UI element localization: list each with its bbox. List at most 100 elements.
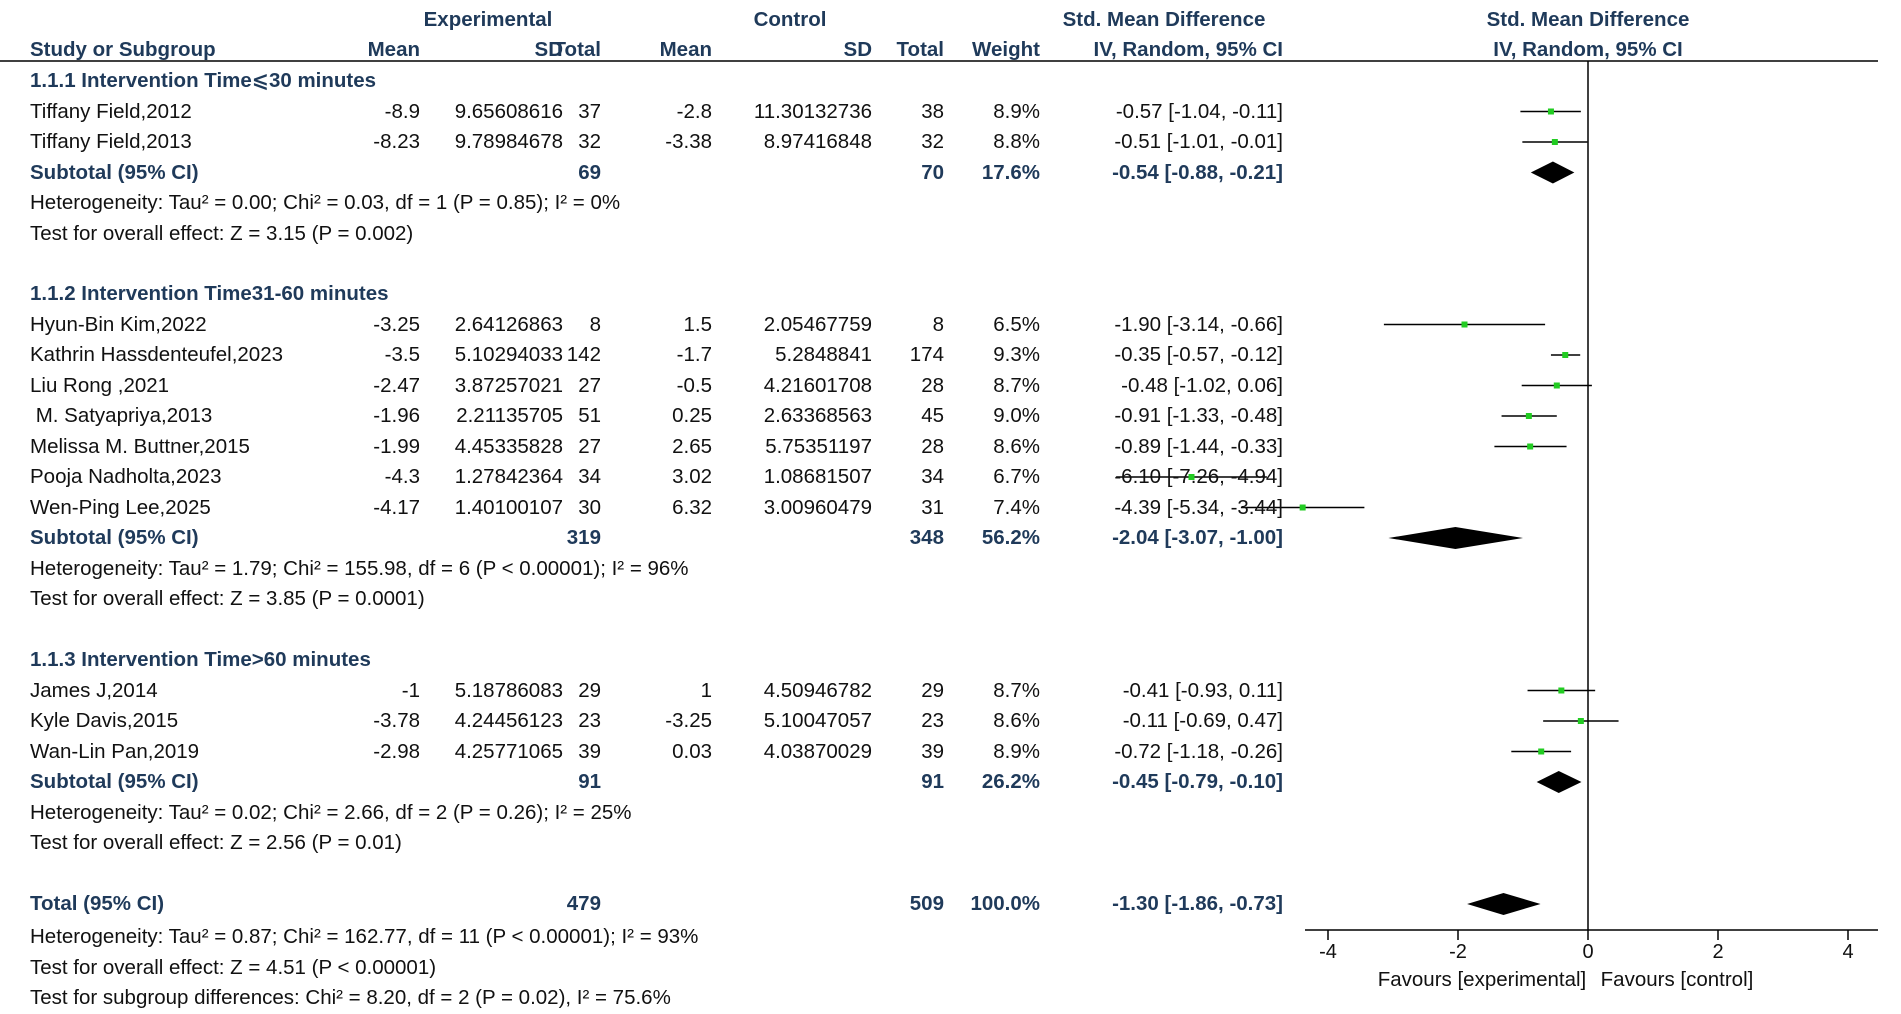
study-sd-e: 2.64126863 [454, 312, 563, 336]
subtotal-label: Subtotal (95% CI) [30, 526, 199, 549]
summary-diamond [1530, 161, 1575, 184]
header-sd-e: SD [534, 38, 563, 61]
study-name: Liu Rong ,2021 [30, 373, 170, 397]
overall-effect-text: Test for overall effect: Z = 2.56 (P = 0… [30, 831, 402, 854]
study-sd-c: 2.05467759 [763, 312, 872, 336]
x-tick-label: -4 [1319, 941, 1337, 963]
subgroup-title: 1.1.1 Intervention Time⩽30 minutes [30, 69, 377, 92]
total-label: Total (95% CI) [30, 892, 165, 915]
study-sd-e: 5.10294033 [454, 343, 563, 366]
subtotal-ci: -2.04 [-3.07, -1.00] [1112, 526, 1283, 549]
study-name: Kyle Davis,2015 [30, 709, 179, 732]
header-mean-c: Mean [659, 38, 712, 61]
study-n-c: 8 [932, 312, 944, 336]
study-n-e: 30 [578, 495, 601, 519]
subtotal-n-c: 91 [921, 770, 944, 793]
study-mean-e: -3.78 [373, 709, 420, 732]
x-tick-label: 0 [1582, 941, 1593, 963]
summary-diamond [1467, 893, 1541, 915]
subgroup-title: 1.1.2 Intervention Time31-60 minutes [30, 282, 389, 305]
study-n-e: 51 [578, 404, 601, 427]
study-sd-e: 4.25771065 [454, 739, 563, 763]
study-sd-c: 5.10047057 [763, 709, 872, 732]
subtotal-weight: 26.2% [981, 770, 1040, 793]
study-mean-c: 6.32 [672, 495, 712, 519]
study-mean-e: -1.99 [373, 434, 420, 458]
study-mean-e: -2.47 [373, 373, 420, 397]
study-ci: -1.90 [-3.14, -0.66] [1114, 312, 1283, 336]
study-mean-e: -1.96 [373, 404, 420, 427]
study-sd-e: 3.87257021 [454, 373, 563, 397]
study-sd-c: 1.08681507 [763, 465, 872, 488]
study-n-c: 34 [921, 465, 944, 488]
total-weight: 100.0% [970, 892, 1040, 915]
study-point [1562, 352, 1569, 358]
study-point [1558, 687, 1565, 694]
study-mean-e: -8.9 [384, 99, 420, 123]
heterogeneity-text: Heterogeneity: Tau² = 0.00; Chi² = 0.03,… [30, 191, 621, 214]
overall-effect-text: Test for overall effect: Z = 3.85 (P = 0… [30, 587, 425, 610]
subtotal-label: Subtotal (95% CI) [30, 770, 199, 793]
study-n-e: 27 [578, 373, 601, 397]
study-ci: -0.11 [-0.69, 0.47] [1122, 709, 1283, 732]
subtotal-weight: 17.6% [981, 160, 1040, 184]
study-name: M. Satyapriya,2013 [30, 404, 213, 427]
study-mean-c: 0.03 [672, 739, 712, 763]
study-name: Tiffany Field,2012 [30, 99, 192, 123]
study-ci: -0.72 [-1.18, -0.26] [1114, 739, 1283, 763]
study-point [1188, 474, 1195, 480]
summary-diamond [1536, 771, 1582, 793]
study-ci: -0.48 [-1.02, 0.06] [1121, 373, 1283, 397]
subtotal-n-c: 70 [921, 160, 944, 184]
study-n-c: 28 [921, 434, 944, 458]
header-plot-smd: Std. Mean Difference [1486, 8, 1690, 31]
study-mean-c: -1.7 [676, 343, 712, 366]
study-name: Melissa M. Buttner,2015 [30, 434, 250, 458]
subtotal-n-c: 348 [909, 526, 944, 549]
study-sd-c: 2.63368563 [763, 404, 872, 427]
study-weight: 9.3% [993, 343, 1040, 366]
study-n-c: 38 [921, 99, 944, 123]
study-n-c: 45 [921, 404, 944, 427]
study-point [1525, 413, 1532, 419]
study-mean-c: 1.5 [683, 312, 713, 336]
study-weight: 7.4% [993, 495, 1040, 519]
study-n-c: 28 [921, 373, 944, 397]
header-sd-c: SD [843, 38, 872, 61]
study-weight: 9.0% [993, 404, 1040, 427]
study-ci: -0.51 [-1.01, -0.01] [1114, 130, 1283, 153]
header-study: Study or Subgroup [30, 38, 216, 61]
study-n-c: 174 [909, 343, 944, 366]
study-mean-c: -2.8 [676, 99, 712, 123]
heterogeneity-text: Heterogeneity: Tau² = 1.79; Chi² = 155.9… [30, 556, 689, 580]
header-weight: Weight [972, 38, 1040, 61]
favours-experimental-label: Favours [experimental] [1377, 968, 1587, 991]
study-name: James J,2014 [30, 678, 158, 702]
subtotal-label: Subtotal (95% CI) [30, 160, 199, 184]
study-name: Wen-Ping Lee,2025 [30, 495, 211, 519]
subtotal-ci: -0.45 [-0.79, -0.10] [1112, 770, 1283, 793]
study-sd-e: 1.40100107 [454, 495, 563, 519]
subtotal-n-e: 69 [578, 160, 601, 184]
study-weight: 6.5% [993, 312, 1040, 336]
study-n-c: 23 [921, 709, 944, 732]
study-sd-c: 11.30132736 [753, 99, 872, 123]
x-tick-label: -2 [1449, 941, 1467, 963]
study-mean-c: -3.25 [665, 709, 712, 732]
total-n-c: 509 [909, 892, 944, 915]
header-smd: Std. Mean Difference [1062, 8, 1266, 31]
study-mean-c: 2.65 [672, 434, 712, 458]
overall-effect-text: Test for overall effect: Z = 3.15 (P = 0… [30, 221, 414, 245]
study-n-c: 39 [921, 739, 944, 763]
subtotal-n-e: 91 [578, 770, 601, 793]
study-name: Wan-Lin Pan,2019 [30, 739, 200, 763]
summary-diamond [1388, 527, 1523, 549]
header-mean-e: Mean [367, 38, 420, 61]
study-ci: -0.57 [-1.04, -0.11] [1115, 99, 1283, 123]
study-sd-e: 5.18786083 [454, 678, 563, 702]
study-sd-c: 5.75351197 [765, 434, 872, 458]
study-sd-e: 4.45335828 [454, 434, 563, 458]
study-sd-c: 3.00960479 [763, 495, 872, 519]
